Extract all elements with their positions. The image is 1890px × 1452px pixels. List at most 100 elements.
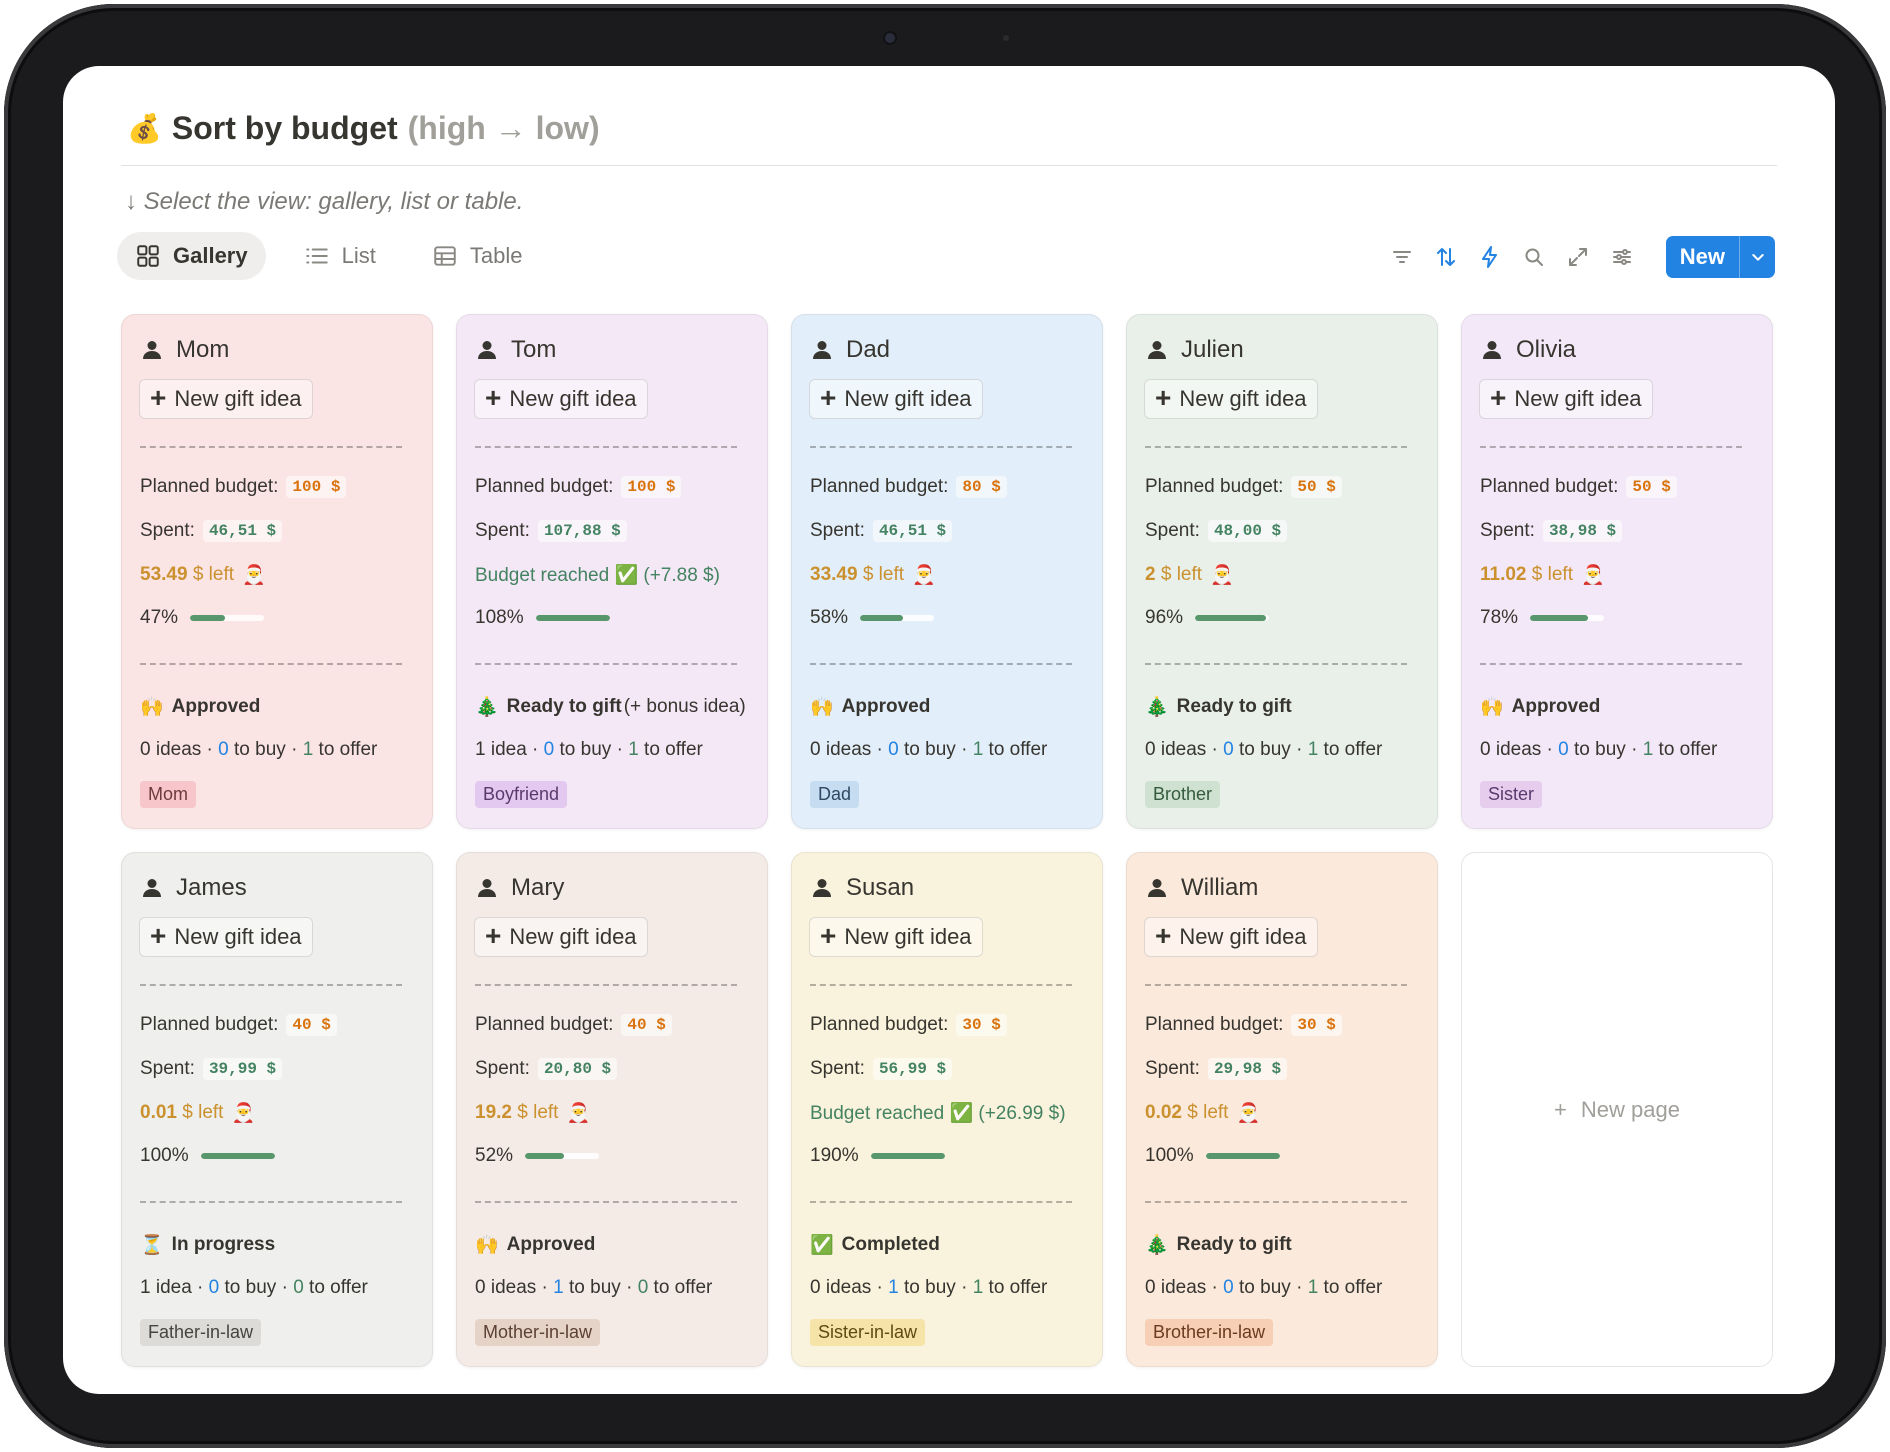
new-gift-idea-button[interactable]: + New gift idea — [474, 917, 648, 957]
table-icon — [434, 246, 456, 266]
new-page-card[interactable]: + New page — [1461, 852, 1773, 1367]
new-gift-idea-button[interactable]: + New gift idea — [139, 379, 313, 419]
planned-budget-label: Planned budget: — [810, 1014, 949, 1035]
ideas-word: ideas — [490, 1277, 537, 1298]
tab-gallery[interactable]: Gallery — [117, 232, 266, 280]
budget-left-amount: 2 — [1145, 564, 1156, 585]
new-gift-idea-button[interactable]: + New gift idea — [809, 917, 983, 957]
gallery-card-julien[interactable]: Julien + New gift idea Planned budget: 5… — [1126, 314, 1438, 829]
progress-fill — [1205, 1153, 1280, 1159]
card-name: Julien — [1181, 336, 1244, 363]
card-title: Susan — [810, 871, 914, 905]
to-offer-label: to offer — [638, 739, 703, 760]
new-gift-idea-button[interactable]: + New gift idea — [1479, 379, 1653, 419]
planned-budget-row: Planned budget: 30 $ — [1145, 1014, 1342, 1036]
relation-tag: Father-in-law — [140, 1319, 262, 1346]
status-row: 🙌 Approved — [810, 695, 932, 719]
divider — [475, 446, 737, 448]
gallery-card-dad[interactable]: Dad + New gift idea Planned budget: 80 $… — [791, 314, 1103, 829]
automation-icon[interactable] — [1476, 243, 1504, 271]
new-gift-idea-button[interactable]: + New gift idea — [474, 379, 648, 419]
tab-list[interactable]: List — [286, 232, 394, 280]
ideas-word: ideas — [155, 739, 202, 760]
status-icon: 🙌 — [140, 697, 164, 718]
relation-row: Mom — [140, 781, 196, 808]
settings-icon[interactable] — [1608, 243, 1636, 271]
gallery-card-mary[interactable]: Mary + New gift idea Planned budget: 40 … — [456, 852, 768, 1367]
ideas-summary: 0 ideas · 1 to buy · 1 to offer — [810, 1277, 1047, 1299]
new-gift-idea-label: New gift idea — [844, 386, 972, 411]
sort-icon[interactable] — [1432, 243, 1460, 271]
person-icon — [1483, 341, 1501, 359]
to-buy-count: 0 — [1223, 1277, 1234, 1298]
tab-list-label: List — [341, 243, 376, 268]
status-icon: 🙌 — [1480, 697, 1504, 718]
relation-tag: Sister — [1480, 781, 1543, 808]
plus-icon: + — [485, 920, 502, 951]
planned-budget-value: 80 $ — [956, 476, 1007, 498]
ideas-count: 0 — [810, 1277, 821, 1298]
status-icon: ⏳ — [140, 1235, 164, 1256]
gallery-card-william[interactable]: William + New gift idea Planned budget: … — [1126, 852, 1438, 1367]
santa-icon: 🎅 — [1236, 1103, 1261, 1124]
gallery-card-james[interactable]: James + New gift idea Planned budget: 40… — [121, 852, 433, 1367]
separator: · — [276, 1277, 294, 1298]
separator: · — [526, 739, 544, 760]
status-label: Ready to gift — [1176, 1234, 1292, 1255]
gallery-card-olivia[interactable]: Olivia + New gift idea Planned budget: 5… — [1461, 314, 1773, 829]
card-name: Dad — [846, 336, 891, 363]
chevron-down-icon[interactable] — [1739, 236, 1775, 278]
card-name: Tom — [511, 336, 557, 363]
spent-value: 39,99 $ — [202, 1058, 283, 1080]
budget-left-suffix: $ left — [857, 564, 905, 585]
gallery-card-tom[interactable]: Tom + New gift idea Planned budget: 100 … — [456, 314, 768, 829]
list-icon — [305, 248, 328, 264]
gallery-icon — [137, 245, 159, 267]
card-title: Tom — [475, 333, 556, 367]
status-row: 🎄 Ready to gift — [1145, 695, 1294, 719]
new-gift-idea-button[interactable]: + New gift idea — [1144, 917, 1318, 957]
separator: · — [1206, 739, 1224, 760]
separator: · — [871, 1277, 889, 1298]
to-offer-count: 1 — [972, 739, 984, 760]
new-button-label[interactable]: New — [1679, 244, 1725, 269]
planned-budget-row: Planned budget: 50 $ — [1480, 476, 1677, 498]
filter-icon[interactable] — [1388, 243, 1416, 271]
card-name: Mary — [511, 874, 565, 901]
new-gift-idea-button[interactable]: + New gift idea — [139, 917, 313, 957]
new-button[interactable]: New — [1665, 236, 1775, 278]
plus-icon: + — [1490, 382, 1507, 413]
gallery-card-susan[interactable]: Susan + New gift idea Planned budget: 30… — [791, 852, 1103, 1367]
santa-icon: 🎅 — [566, 1103, 591, 1124]
budget-left-amount: 11.02 — [1480, 564, 1527, 585]
progress-bar — [535, 615, 610, 621]
ideas-summary: 0 ideas · 0 to buy · 1 to offer — [140, 739, 377, 761]
tab-table[interactable]: Table — [414, 232, 541, 280]
new-gift-idea-button[interactable]: + New gift idea — [1144, 379, 1318, 419]
to-offer-label: to offer — [983, 1277, 1048, 1298]
relation-tag: Mom — [140, 781, 196, 808]
toolbar: New — [1388, 236, 1775, 278]
status-extra: (+ bonus idea) — [623, 696, 746, 717]
progress-fill — [535, 615, 610, 621]
planned-budget-row: Planned budget: 40 $ — [140, 1014, 337, 1036]
to-buy-count: 0 — [543, 739, 555, 760]
relation-row: Mother-in-law — [475, 1319, 601, 1346]
sensor — [1003, 35, 1009, 41]
spent-value: 20,80 $ — [537, 1058, 618, 1080]
search-icon[interactable] — [1520, 243, 1548, 271]
card-name: James — [176, 874, 247, 901]
progress-fill — [870, 1153, 945, 1159]
card-title: Mary — [475, 871, 564, 905]
to-buy-count: 0 — [1558, 739, 1569, 760]
relation-tag: Dad — [810, 781, 860, 808]
progress-percent: 96% — [1145, 607, 1184, 628]
budget-left-amount: 53.49 — [140, 564, 188, 585]
expand-icon[interactable] — [1564, 243, 1592, 271]
budget-left-amount: 33.49 — [810, 564, 858, 585]
gallery-card-mom[interactable]: Mom + New gift idea Planned budget: 100 … — [121, 314, 433, 829]
planned-budget-label: Planned budget: — [140, 1014, 279, 1035]
budget-left-amount: 0.01 — [140, 1102, 177, 1123]
new-gift-idea-button[interactable]: + New gift idea — [809, 379, 983, 419]
santa-icon: 🎅 — [231, 1103, 256, 1124]
